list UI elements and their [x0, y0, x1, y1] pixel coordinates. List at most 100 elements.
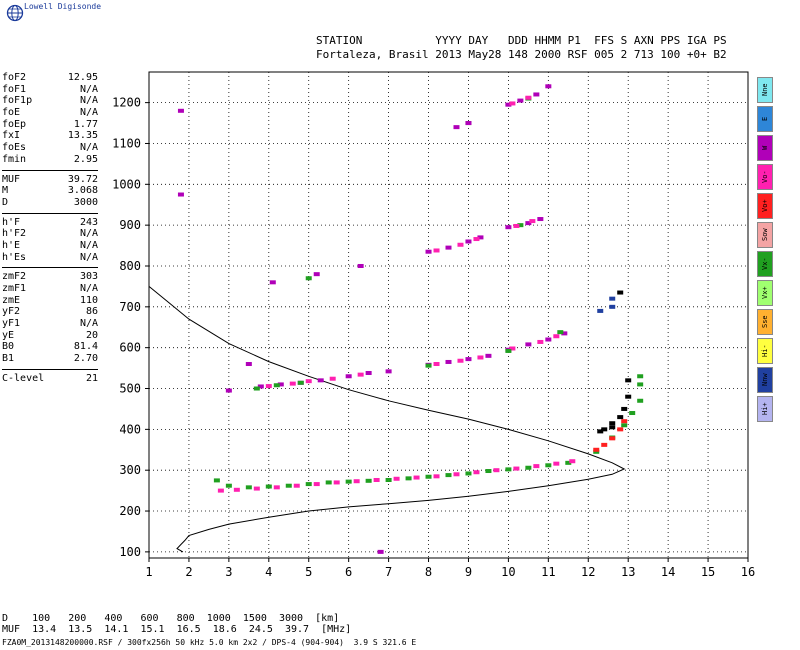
param-key: zmF2: [2, 271, 27, 283]
param-key: M: [2, 185, 9, 197]
param-separator: [2, 169, 98, 171]
echo-point: [457, 242, 464, 247]
echo-point: [609, 296, 616, 301]
echo-point: [245, 485, 252, 490]
param-key: MUF: [2, 173, 21, 185]
echo-point: [609, 421, 616, 426]
param-row: h'F 243: [2, 217, 98, 229]
echo-point: [225, 483, 232, 488]
param-value: N/A: [79, 251, 98, 263]
param-separator: [2, 212, 98, 214]
echo-point: [637, 398, 644, 403]
echo-point: [629, 411, 636, 416]
param-key: foF2: [2, 72, 27, 83]
echo-point: [533, 464, 540, 469]
legend-item: Vx+: [757, 280, 773, 306]
x-tick-label: 10: [501, 565, 515, 579]
param-row: foF1 N/A: [2, 84, 98, 96]
legend-item: Sow: [757, 222, 773, 248]
echo-point: [517, 223, 524, 228]
echo-point: [509, 346, 516, 351]
param-value: N/A: [79, 83, 98, 95]
echo-point: [357, 263, 364, 268]
echo-point: [453, 125, 460, 130]
param-value: N/A: [79, 107, 98, 119]
param-value: 243: [79, 216, 98, 228]
param-key: yE: [2, 329, 15, 341]
x-tick-label: 2: [185, 565, 192, 579]
x-tick-label: 16: [741, 565, 755, 579]
echo-point: [601, 427, 608, 432]
echo-point: [213, 478, 220, 483]
echo-point: [493, 468, 500, 473]
echo-point: [433, 474, 440, 479]
echo-point: [357, 372, 364, 377]
param-value: 2.95: [73, 153, 98, 165]
param-row: M 3.068: [2, 185, 98, 197]
param-key: h'E: [2, 239, 21, 251]
echo-point: [505, 225, 512, 230]
y-tick-label: 400: [119, 422, 141, 436]
echo-point: [353, 479, 360, 484]
echo-point: [565, 460, 572, 465]
echo-point: [569, 459, 576, 464]
param-row: zmF1 N/A: [2, 283, 98, 295]
echo-point: [425, 249, 432, 254]
param-row: yF1 N/A: [2, 318, 98, 330]
header-line-2: Fortaleza, Brasil 2013 May28 148 2000 RS…: [316, 48, 727, 61]
y-tick-label: 100: [119, 545, 141, 559]
station-header: STATION YYYY DAY DDD HHMM P1 FFS S AXN P…: [316, 34, 727, 62]
echo-point: [609, 436, 616, 441]
legend-item: W: [757, 135, 773, 161]
legend-item: Vx-: [757, 251, 773, 277]
echo-point: [617, 290, 624, 295]
echo-point: [433, 362, 440, 367]
legend-item: Nne: [757, 77, 773, 103]
param-value: N/A: [79, 283, 98, 294]
echo-point: [265, 384, 272, 389]
x-tick-label: 12: [581, 565, 595, 579]
echo-point: [545, 84, 552, 89]
echo-point: [553, 461, 560, 466]
echo-point: [513, 223, 520, 228]
echo-point: [465, 471, 472, 476]
echo-point: [553, 334, 560, 339]
echo-point: [609, 425, 616, 430]
echo-point: [433, 248, 440, 253]
density-profile-line: [148, 286, 626, 553]
param-row: foF2 12.95: [2, 72, 98, 84]
echo-point: [457, 358, 464, 363]
param-key: zmF1: [2, 283, 27, 294]
echo-point: [285, 483, 292, 488]
echo-point: [509, 101, 516, 106]
muf-table: D 100 200 400 600 800 1000 1500 3000 [km…: [2, 613, 351, 635]
param-value: 39.72: [67, 173, 98, 185]
param-row: h'Es N/A: [2, 252, 98, 264]
param-row: zmE 110: [2, 295, 98, 307]
param-value: 303: [79, 271, 98, 283]
echo-point: [525, 342, 532, 347]
param-key: foF1: [2, 83, 27, 95]
param-key: foE: [2, 107, 21, 119]
param-key: foEp: [2, 118, 27, 130]
echo-point: [345, 479, 352, 484]
y-tick-label: 800: [119, 259, 141, 273]
muf-distance-row: D 100 200 400 600 800 1000 1500 3000 [km…: [2, 613, 340, 624]
param-row: MUF 39.72: [2, 174, 98, 186]
param-key: foF1p: [2, 95, 33, 107]
param-key: yF2: [2, 306, 21, 318]
param-value: 12.95: [67, 72, 98, 83]
param-row: fmin 2.95: [2, 154, 98, 166]
echo-point: [217, 488, 224, 493]
y-tick-label: 500: [119, 382, 141, 396]
echo-point: [625, 394, 632, 399]
echo-point: [253, 386, 260, 391]
echo-point: [593, 447, 600, 452]
x-tick-label: 7: [385, 565, 392, 579]
echo-point: [477, 235, 484, 240]
echo-point: [473, 237, 480, 242]
x-tick-label: 15: [701, 565, 715, 579]
echo-point: [465, 357, 472, 362]
echo-point: [625, 378, 632, 383]
echo-point: [385, 477, 392, 482]
